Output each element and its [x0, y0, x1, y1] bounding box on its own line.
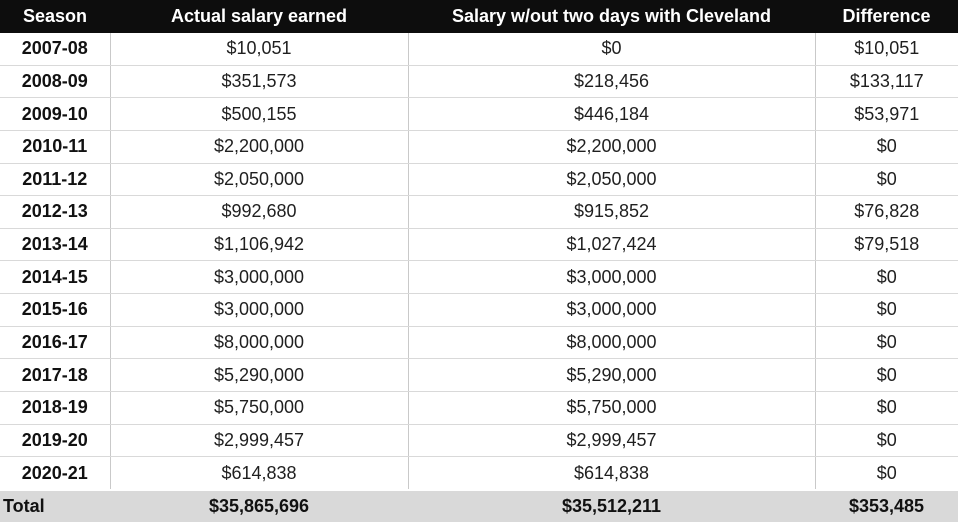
- table-header: Season Actual salary earned Salary w/out…: [0, 0, 958, 33]
- salary-without-cell: $2,200,000: [408, 130, 816, 164]
- difference-cell: $0: [815, 424, 958, 458]
- season-cell: 2007-08: [0, 33, 111, 66]
- table-row: 2010-11 $2,200,000 $2,200,000 $0: [0, 130, 958, 164]
- season-cell: 2011-12: [0, 163, 111, 197]
- difference-cell: $0: [815, 260, 958, 295]
- table-row: 2017-18 $5,290,000 $5,290,000 $0: [0, 358, 958, 393]
- difference-cell: $79,518: [815, 228, 958, 262]
- table-row: 2018-19 $5,750,000 $5,750,000 $0: [0, 391, 958, 425]
- table-row: 2016-17 $8,000,000 $8,000,000 $0: [0, 326, 958, 360]
- header-row: Season Actual salary earned Salary w/out…: [0, 0, 958, 33]
- table-row: 2012-13 $992,680 $915,852 $76,828: [0, 195, 958, 229]
- salary-without-cell: $5,290,000: [408, 358, 816, 393]
- difference-cell: $133,117: [815, 65, 958, 99]
- difference-cell: $0: [815, 326, 958, 360]
- salary-without-cell: $0: [408, 33, 816, 66]
- table-row: 2009-10 $500,155 $446,184 $53,971: [0, 97, 958, 131]
- column-header-actual-salary: Actual salary earned: [110, 0, 408, 33]
- total-label: Total: [0, 489, 110, 522]
- salary-without-cell: $1,027,424: [408, 228, 816, 262]
- column-header-salary-without: Salary w/out two days with Cleveland: [408, 0, 815, 33]
- difference-cell: $0: [815, 456, 958, 491]
- table-row: 2011-12 $2,050,000 $2,050,000 $0: [0, 163, 958, 197]
- difference-cell: $0: [815, 130, 958, 164]
- season-cell: 2008-09: [0, 65, 111, 99]
- difference-cell: $53,971: [815, 97, 958, 131]
- actual-salary-cell: $5,750,000: [110, 391, 409, 425]
- column-header-difference: Difference: [815, 0, 958, 33]
- table-body: 2007-08 $10,051 $0 $10,051 2008-09 $351,573 $2…: [0, 33, 958, 491]
- table-row: 2013-14 $1,106,942 $1,027,424 $79,518: [0, 228, 958, 262]
- difference-cell: $0: [815, 293, 958, 327]
- salary-without-cell: $218,456: [408, 65, 816, 99]
- actual-salary-cell: $2,999,457: [110, 424, 409, 458]
- season-cell: 2012-13: [0, 195, 111, 229]
- salary-without-cell: $2,050,000: [408, 163, 816, 197]
- column-header-season: Season: [0, 0, 110, 33]
- season-cell: 2015-16: [0, 293, 111, 327]
- table-row: 2007-08 $10,051 $0 $10,051: [0, 33, 958, 66]
- salary-without-cell: $3,000,000: [408, 260, 816, 295]
- salary-without-cell: $915,852: [408, 195, 816, 229]
- table-row: 2020-21 $614,838 $614,838 $0: [0, 456, 958, 491]
- salary-without-cell: $2,999,457: [408, 424, 816, 458]
- season-cell: 2010-11: [0, 130, 111, 164]
- actual-salary-cell: $2,050,000: [110, 163, 409, 197]
- season-cell: 2019-20: [0, 424, 111, 458]
- season-cell: 2009-10: [0, 97, 111, 131]
- actual-salary-cell: $1,106,942: [110, 228, 409, 262]
- actual-salary-cell: $3,000,000: [110, 260, 409, 295]
- difference-cell: $76,828: [815, 195, 958, 229]
- total-row: Total $35,865,696 $35,512,211 $353,485: [0, 489, 958, 522]
- actual-salary-cell: $2,200,000: [110, 130, 409, 164]
- actual-salary-cell: $3,000,000: [110, 293, 409, 327]
- actual-salary-cell: $10,051: [110, 33, 409, 66]
- table-row: 2008-09 $351,573 $218,456 $133,117: [0, 65, 958, 99]
- actual-salary-cell: $8,000,000: [110, 326, 409, 360]
- season-cell: 2017-18: [0, 358, 111, 393]
- total-difference: $353,485: [815, 489, 958, 522]
- season-cell: 2014-15: [0, 260, 111, 295]
- difference-cell: $0: [815, 163, 958, 197]
- table-row: 2019-20 $2,999,457 $2,999,457 $0: [0, 424, 958, 458]
- salary-without-cell: $446,184: [408, 97, 816, 131]
- table-row: 2015-16 $3,000,000 $3,000,000 $0: [0, 293, 958, 327]
- season-cell: 2013-14: [0, 228, 111, 262]
- total-salary-without: $35,512,211: [408, 489, 815, 522]
- actual-salary-cell: $5,290,000: [110, 358, 409, 393]
- difference-cell: $0: [815, 391, 958, 425]
- salary-without-cell: $3,000,000: [408, 293, 816, 327]
- season-cell: 2018-19: [0, 391, 111, 425]
- actual-salary-cell: $500,155: [110, 97, 409, 131]
- table-footer: Total $35,865,696 $35,512,211 $353,485: [0, 489, 958, 522]
- table-row: 2014-15 $3,000,000 $3,000,000 $0: [0, 260, 958, 295]
- salary-without-cell: $8,000,000: [408, 326, 816, 360]
- season-cell: 2020-21: [0, 456, 111, 491]
- season-cell: 2016-17: [0, 326, 111, 360]
- difference-cell: $0: [815, 358, 958, 393]
- actual-salary-cell: $992,680: [110, 195, 409, 229]
- total-actual-salary: $35,865,696: [110, 489, 408, 522]
- difference-cell: $10,051: [815, 33, 958, 66]
- actual-salary-cell: $614,838: [110, 456, 409, 491]
- salary-without-cell: $5,750,000: [408, 391, 816, 425]
- salary-without-cell: $614,838: [408, 456, 816, 491]
- actual-salary-cell: $351,573: [110, 65, 409, 99]
